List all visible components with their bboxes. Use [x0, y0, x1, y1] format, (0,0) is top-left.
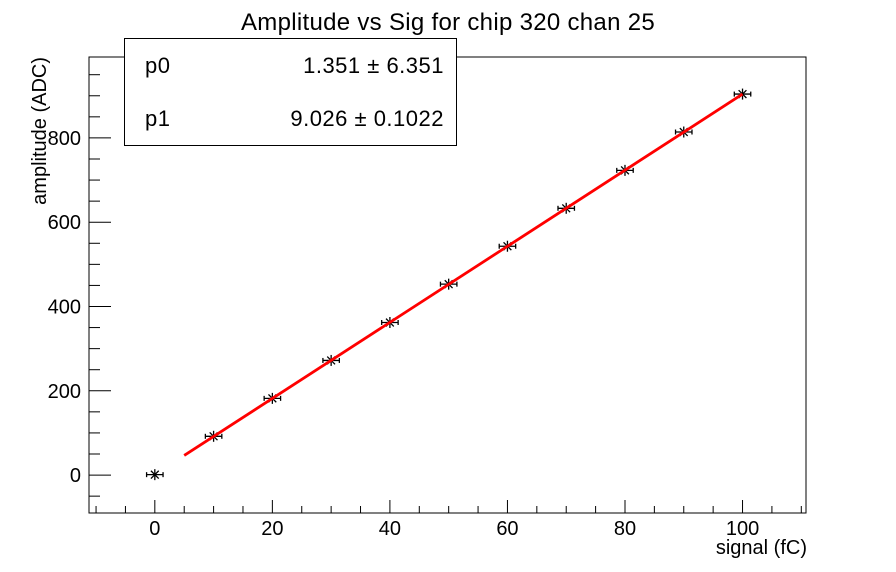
y-tick-label: 600 — [48, 212, 81, 234]
x-tick-label: 60 — [496, 518, 518, 540]
stat-p1-label: p1 — [145, 105, 171, 131]
x-axis-title: signal (fC) — [715, 537, 807, 559]
stat-p0-value: 1.351 ± 6.351 — [303, 52, 444, 78]
y-tick-label: 0 — [70, 465, 81, 487]
stat-row-p1: p1 9.026 ± 0.1022 — [125, 106, 456, 132]
y-tick-label: 400 — [48, 296, 81, 318]
stat-p1-value: 9.026 ± 0.1022 — [290, 105, 444, 131]
y-axis-title: amplitude (ADC) — [29, 57, 51, 205]
x-tick-label: 80 — [614, 518, 636, 540]
x-tick-label: 100 — [726, 518, 759, 540]
x-tick-label: 40 — [379, 518, 401, 540]
stat-row-p0: p0 1.351 ± 6.351 — [125, 53, 456, 79]
stat-p0-label: p0 — [145, 52, 171, 78]
y-tick-label: 200 — [48, 381, 81, 403]
y-tick-label: 800 — [48, 128, 81, 150]
stats-box: p0 1.351 ± 6.351 p1 9.026 ± 0.1022 — [124, 38, 457, 146]
data-point-marker — [145, 469, 164, 481]
fit-line — [183, 92, 744, 457]
plot-title: Amplitude vs Sig for chip 320 chan 25 — [240, 9, 655, 36]
x-tick-label: 0 — [149, 518, 160, 540]
x-tick-label: 20 — [261, 518, 283, 540]
marker-segment — [150, 470, 160, 480]
